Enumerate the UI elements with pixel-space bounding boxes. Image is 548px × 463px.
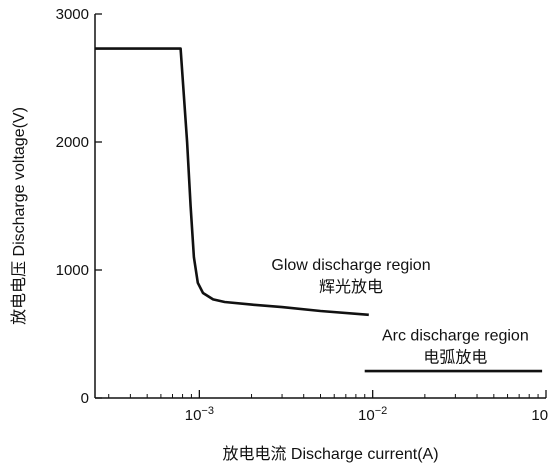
y-tick-label-1: 1000 — [56, 262, 89, 279]
y-tick-label-0: 0 — [81, 390, 89, 407]
x-axis-title: 放电电流 Discharge current(A) — [222, 445, 438, 463]
x-tick-label-2: 10−1 — [531, 405, 548, 424]
region-label-0-0: Glow discharge region — [271, 257, 430, 274]
region-label-1-1: 电弧放电 — [423, 348, 487, 366]
y-tick-label-3: 3000 — [56, 6, 89, 23]
series-line-0 — [95, 47, 369, 317]
x-tick-label-1: 10−2 — [358, 405, 387, 424]
region-label-0-1: 辉光放电 — [319, 278, 383, 296]
y-axis-title: 放电电压 Discharge voltage(V) — [10, 107, 28, 325]
x-tick-label-0: 10−3 — [185, 405, 214, 424]
y-tick-label-2: 2000 — [56, 134, 89, 151]
region-label-1-0: Arc discharge region — [382, 327, 529, 344]
